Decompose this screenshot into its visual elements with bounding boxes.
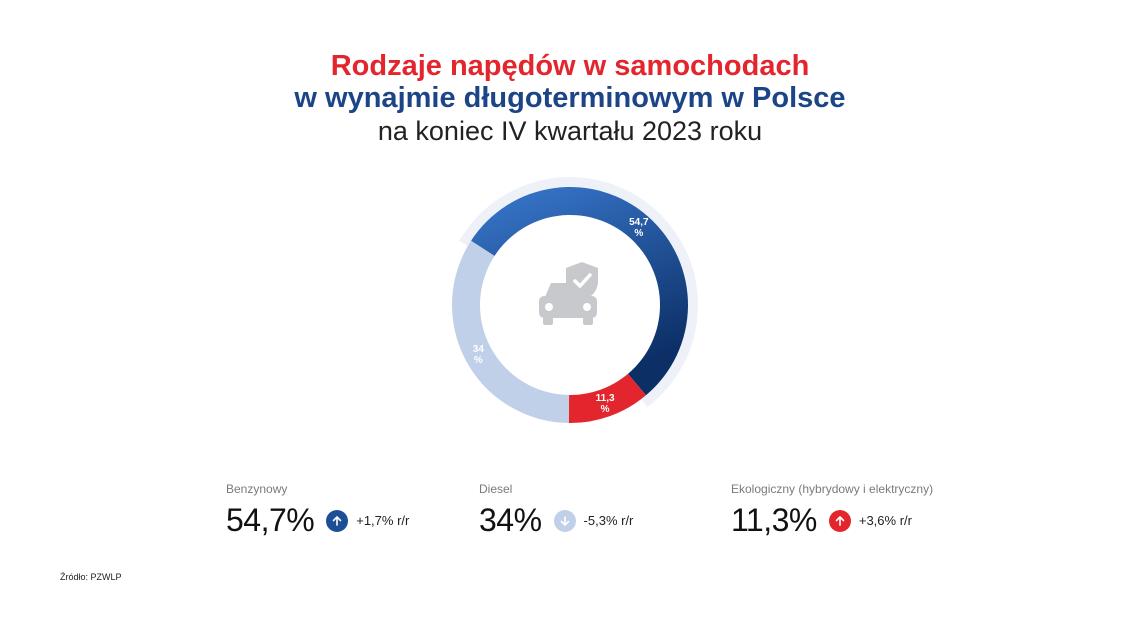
- arrow-down-icon: [553, 509, 576, 532]
- stat-diesel: Diesel 34% -5,3% r/r: [479, 482, 633, 539]
- stat-value: 34%: [479, 502, 542, 538]
- title-line-3: na koniec IV kwartału 2023 roku: [377, 116, 763, 146]
- donut-slice-benzynowy: [471, 187, 688, 396]
- stat-change: -5,3% r/r: [583, 513, 634, 528]
- stat-change: +1,7% r/r: [356, 513, 410, 528]
- arrow-up-icon: [828, 509, 851, 532]
- slice-data-label: 34%: [473, 344, 485, 366]
- title-line-2: w wynajmie długoterminowym w Polsce: [294, 82, 846, 114]
- car-shield-check-icon: [539, 262, 598, 325]
- source-note: Źródło: PZWLP: [60, 572, 122, 582]
- stat-change: +3,6% r/r: [858, 513, 912, 528]
- title-line-1: Rodzaje napędów w samochodach: [330, 50, 810, 82]
- stat-value: 11,3%: [731, 502, 817, 538]
- slice-data-label: 54,7%: [629, 217, 649, 239]
- stat-name: Ekologiczny (hybrydowy i elektryczny): [731, 482, 934, 496]
- arrow-up-icon: [326, 509, 349, 532]
- stat-ekologiczny: Ekologiczny (hybrydowy i elektryczny) 11…: [731, 482, 933, 539]
- stat-name: Diesel: [479, 482, 513, 496]
- chart-title: Rodzaje napędów w samochodach w wynajmie…: [0, 50, 1140, 148]
- stat-name: Benzynowy: [226, 482, 288, 496]
- stat-value: 54,7%: [226, 502, 315, 538]
- donut-slice-diesel: [452, 240, 570, 423]
- slice-data-label: 11,3%: [596, 393, 615, 415]
- donut-chart: 54,7 % 11,3 % 34%: [452, 177, 698, 423]
- donut-slice-ekologiczny: [568, 373, 646, 423]
- stat-benzynowy: Benzynowy 54,7% +1,7% r/r: [226, 482, 409, 539]
